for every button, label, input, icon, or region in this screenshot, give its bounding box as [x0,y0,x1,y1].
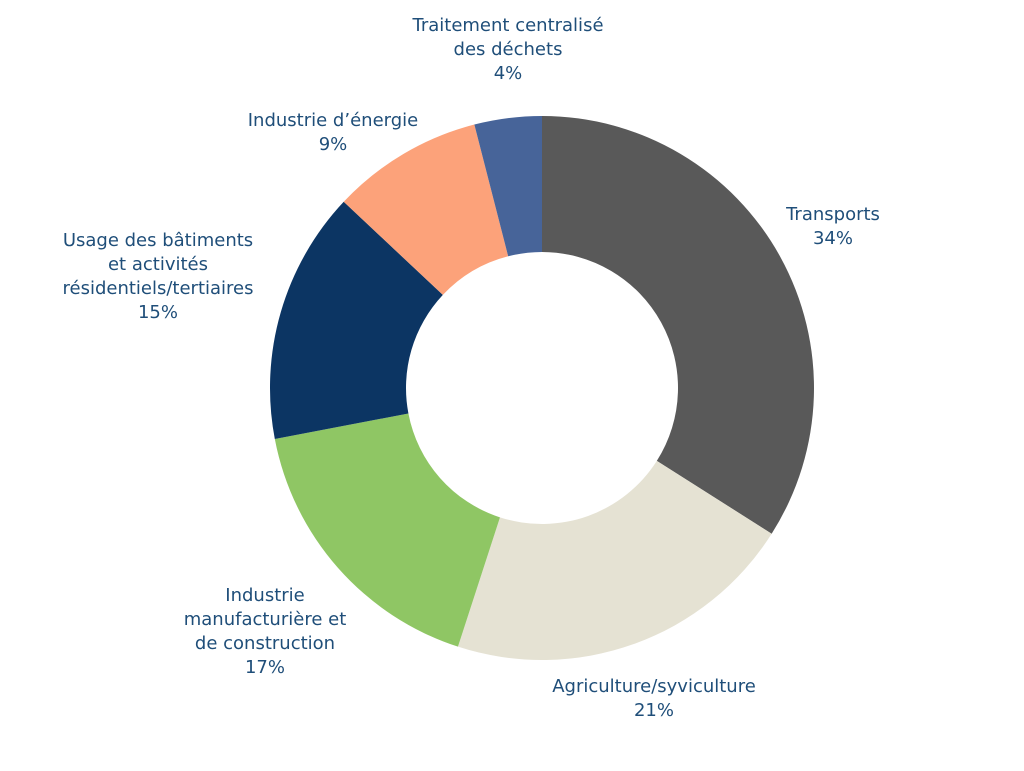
slice-percent: 15% [138,302,178,323]
slice-label-line: résidentiels/tertiaires [62,278,253,299]
slice-label-line: Industrie d’énergie [248,110,418,131]
slice-traitement-centralise [474,116,542,257]
slice-percent: 34% [813,228,853,249]
slice-percent: 9% [319,134,348,155]
slice-label-line: Industrie [225,585,304,606]
slice-label-line: des déchets [454,39,563,60]
slice-label-line: Transports [785,204,880,225]
slices-group [270,116,814,660]
label-industrie-d-energie: Industrie d’énergie 9% [248,110,418,155]
label-usage-des-batiments: Usage des bâtiments et activités résidenti… [62,230,253,323]
label-agriculture-syviculture: Agriculture/syviculture 21% [552,676,756,721]
slice-percent: 17% [245,657,285,678]
slice-label-line: de construction [195,633,335,654]
slice-label-line: manufacturière et [184,609,347,630]
slice-label-line: Agriculture/syviculture [552,676,756,697]
label-transports: Transports 34% [785,204,880,249]
slice-label-line: Usage des bâtiments [63,230,253,251]
slice-transports [542,116,814,534]
slice-industrie [274,413,500,647]
slice-percent: 21% [634,700,674,721]
slice-industrie-d-energie [343,124,509,295]
slice-percent: 4% [494,63,523,84]
slice-label-line: et activités [108,254,208,275]
slice-label-line: Traitement centralisé [411,15,603,36]
slice-agriculture-syviculture [457,460,772,660]
label-industrie: Industrie manufacturière et de constructio… [184,585,347,678]
labels-group: Transports 34% Agriculture/syviculture 21% I… [62,15,879,721]
slice-usage-des-batiments [270,201,443,439]
label-traitement-centralise: Traitement centralisé des déchets 4% [411,15,603,84]
